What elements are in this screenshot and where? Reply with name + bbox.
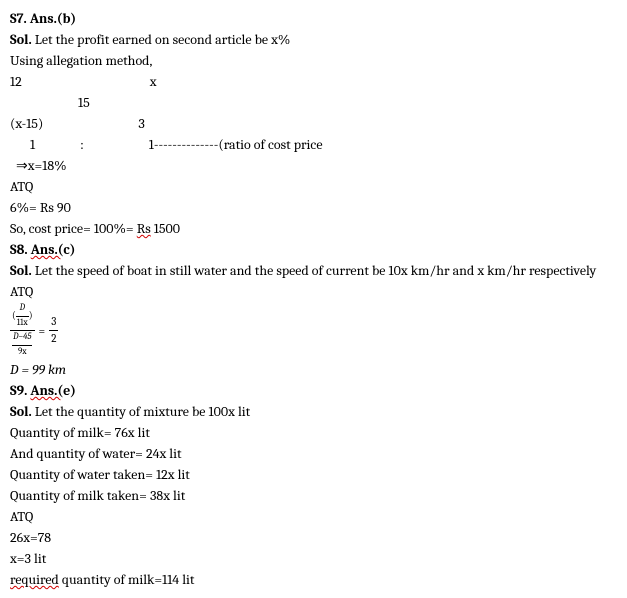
- s7-line3: 6%= Rs 90: [10, 197, 617, 218]
- ratio-left: 1: [10, 136, 35, 153]
- lhs-frac: (D11x) D−459x: [10, 302, 35, 359]
- s8-line1: Sol. Let the speed of boat in still wate…: [10, 260, 617, 281]
- s7-line2: Using allegation method,: [10, 50, 617, 71]
- s8-h2: Ans.(: [31, 241, 64, 258]
- alleg-br: 3: [138, 115, 144, 132]
- s7-line1: Sol. Let the profit earned on second art…: [10, 29, 617, 50]
- s7-line4: So, cost price= 100%= Rs 1500: [10, 218, 617, 239]
- s9-line8-u: required: [10, 571, 59, 588]
- allegation-top: 12 x: [10, 71, 617, 92]
- alleg-bl: (x-15): [10, 115, 43, 132]
- eq-bot-den: 9x: [12, 346, 32, 360]
- s7-line4-a: So, cost price= 100%=: [10, 220, 137, 237]
- rhs-frac: 3 2: [49, 314, 58, 348]
- eq-rhs-num: 3: [49, 314, 58, 332]
- s9-h3: e): [63, 382, 76, 399]
- alleg-right: x: [150, 73, 157, 90]
- s9-line4: Quantity of water taken= 12x lit: [10, 464, 617, 485]
- allegation-bottom: (x-15) 3: [10, 113, 617, 134]
- eq-sign: =: [39, 322, 46, 340]
- s8-text1: Let the speed of boat in still water and…: [32, 262, 597, 279]
- s7-line4-end: 1500: [151, 220, 180, 237]
- sol-label: Sol.: [10, 31, 32, 48]
- s9-line3: And quantity of water= 24x lit: [10, 443, 617, 464]
- s7-result1: ⇒x=18%: [10, 155, 617, 176]
- eq-top-den: 11x: [16, 317, 29, 331]
- s9-h2: Ans.(: [30, 382, 63, 399]
- s9-header: S9. Ans.(e): [10, 380, 617, 401]
- s8-h3: c): [63, 241, 75, 258]
- s7-atq: ATQ: [10, 176, 617, 197]
- s7-text1: Let the profit earned on second article …: [32, 31, 291, 48]
- ratio-line: 1:1--------------(ratio of cost price: [10, 134, 617, 155]
- s9-h1: S9.: [10, 382, 30, 399]
- s9-line5: Quantity of milk taken= 38x lit: [10, 485, 617, 506]
- allegation-center: 15: [10, 92, 617, 113]
- ratio-colon: :: [80, 136, 84, 153]
- s9-text1: Let the quantity of mixture be 100x lit: [32, 403, 250, 420]
- s7-header: S7. Ans.(b): [10, 8, 617, 29]
- s9-line7: x=3 lit: [10, 548, 617, 569]
- s9-line6: 26x=78: [10, 527, 617, 548]
- s8-atq: ATQ: [10, 281, 617, 302]
- s7-line4-u: Rs: [137, 220, 151, 237]
- alleg-left: 12: [10, 73, 22, 90]
- s9-line8: required quantity of milk=114 lit: [10, 569, 617, 590]
- s9-atq: ATQ: [10, 506, 617, 527]
- ratio-dashes: --------------: [154, 136, 218, 153]
- eq-top-num: D: [16, 302, 29, 317]
- s9-line2: Quantity of milk= 76x lit: [10, 422, 617, 443]
- bot-frac: D−459x: [12, 331, 32, 359]
- s8-equation: (D11x) D−459x = 3 2: [10, 302, 617, 359]
- sol-label-9: Sol.: [10, 403, 32, 420]
- s9-line1: Sol. Let the quantity of mixture be 100x…: [10, 401, 617, 422]
- ratio-label: (ratio of cost price: [218, 136, 322, 153]
- s8-result: D = 99 km: [10, 359, 617, 380]
- s8-header: S8. Ans.(c): [10, 239, 617, 260]
- s8-h1: S8.: [10, 241, 31, 258]
- s9-line8-end: quantity of milk=114 lit: [59, 571, 195, 588]
- eq-bot: D−45: [12, 331, 32, 346]
- sol-label-8: Sol.: [10, 262, 32, 279]
- top-frac: D11x: [16, 302, 29, 330]
- eq-rhs-den: 2: [49, 331, 58, 348]
